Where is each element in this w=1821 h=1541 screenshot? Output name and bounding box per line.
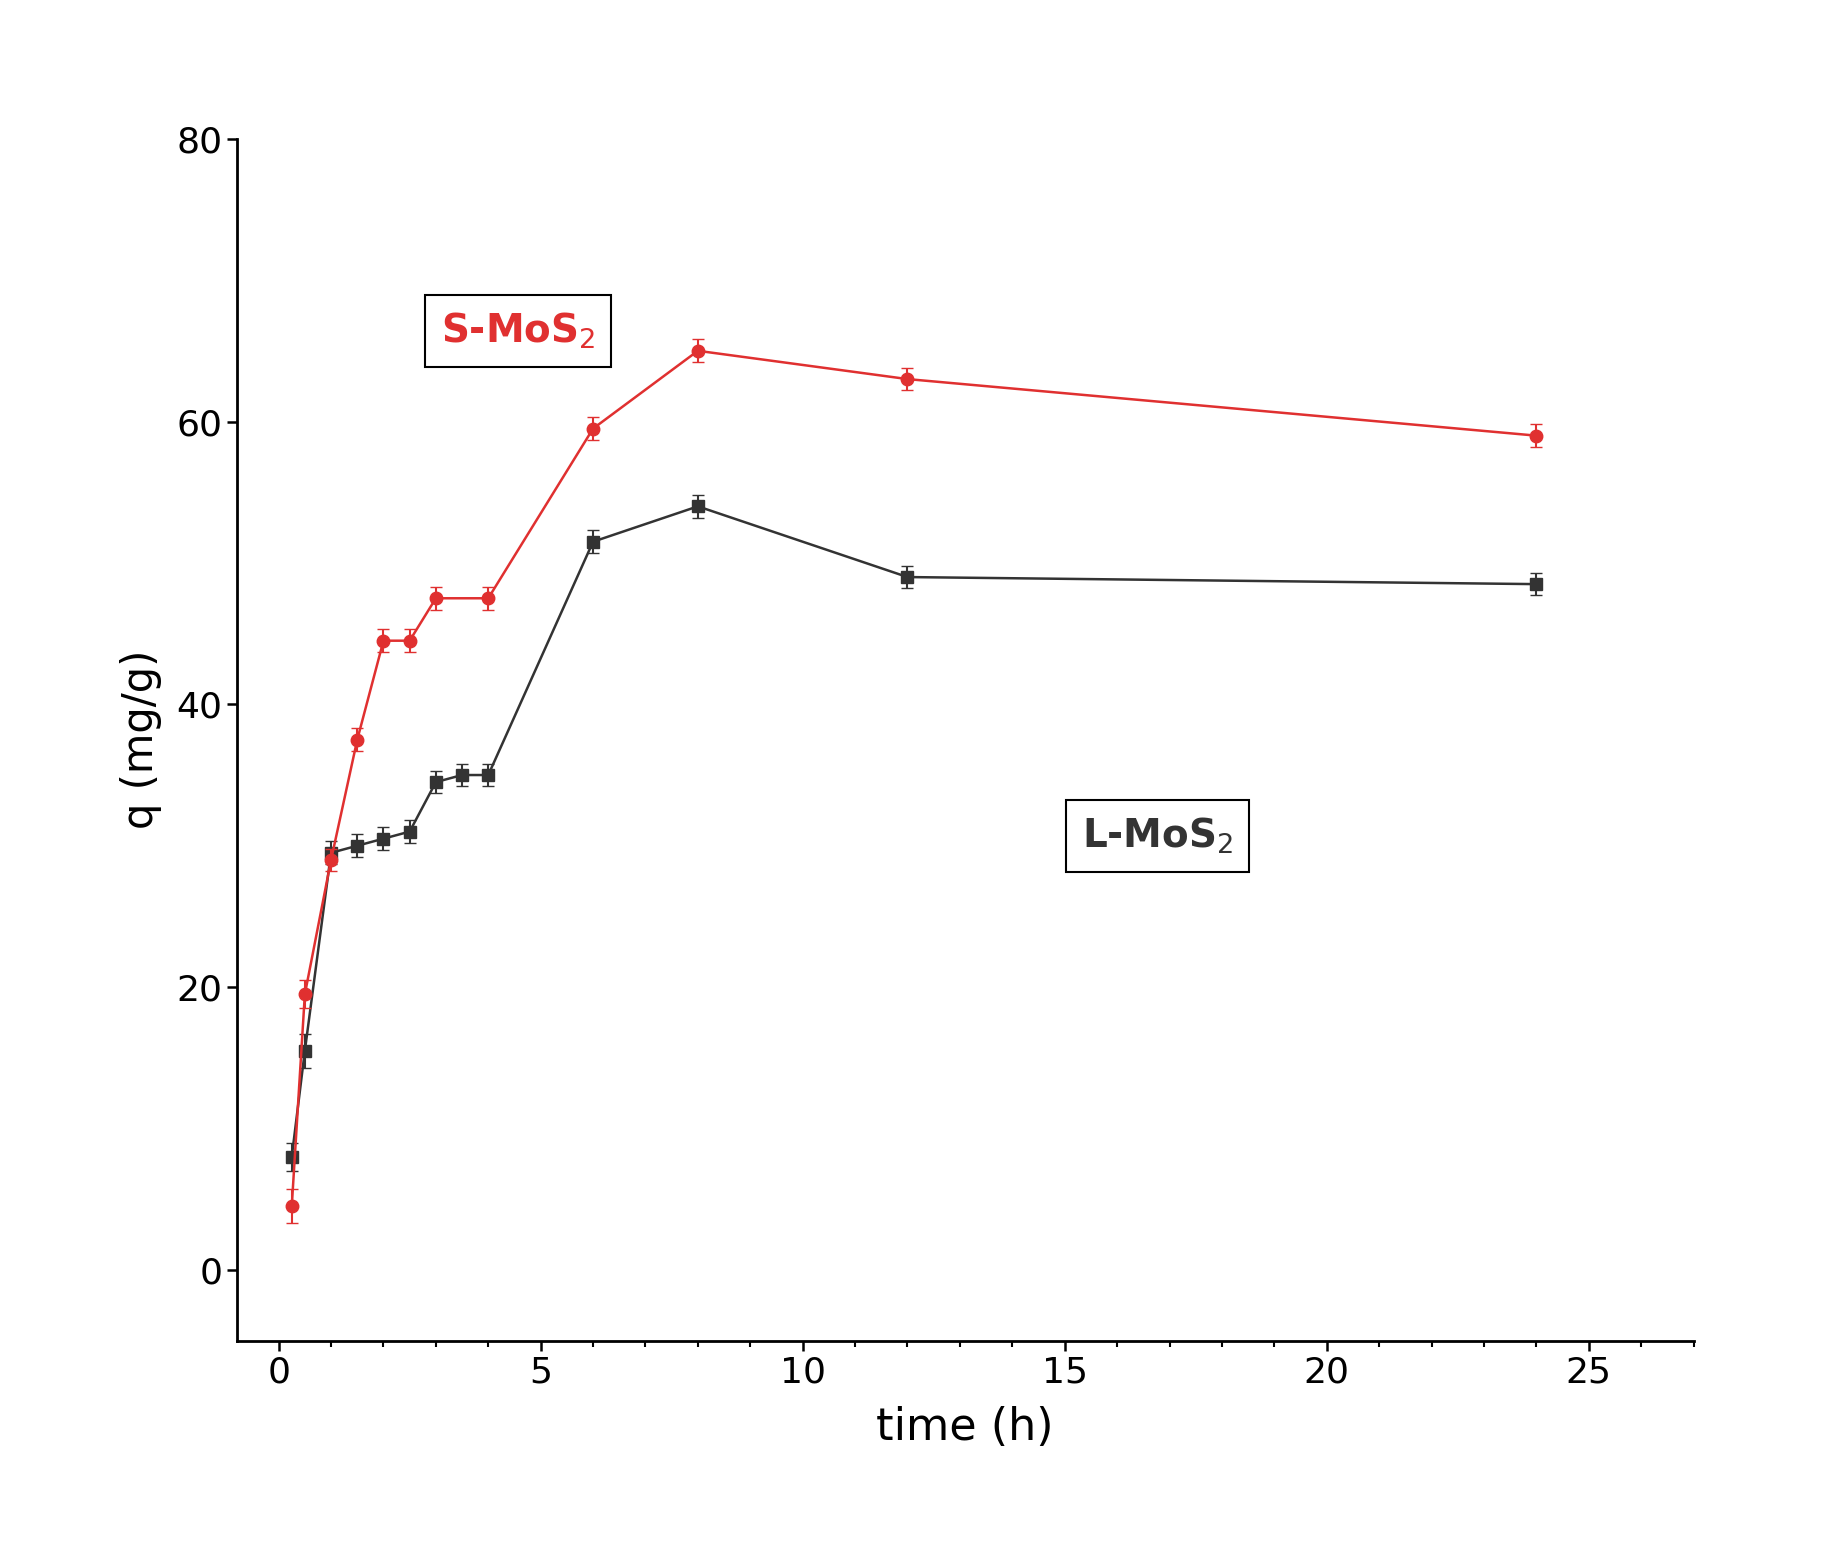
Text: S-MoS$_2$: S-MoS$_2$ — [441, 311, 595, 351]
X-axis label: time (h): time (h) — [876, 1405, 1054, 1449]
Text: L-MoS$_2$: L-MoS$_2$ — [1082, 815, 1233, 855]
Y-axis label: q (mg/g): q (mg/g) — [120, 650, 162, 829]
